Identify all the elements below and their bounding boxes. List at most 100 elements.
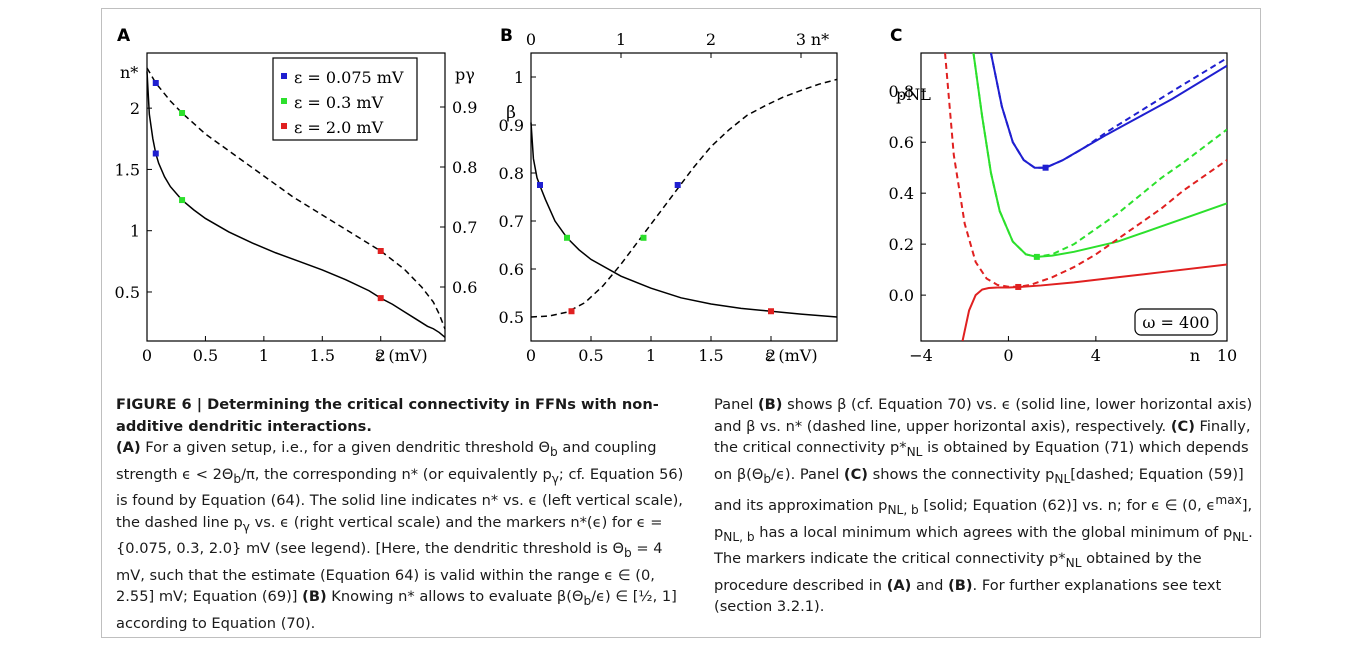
marker <box>179 197 186 204</box>
legend-marker <box>281 123 287 129</box>
marker <box>377 248 384 254</box>
x-top-axis-label: n* <box>811 30 829 49</box>
plot-area-c <box>920 52 1228 342</box>
figure-plots: A 0 0.5 1 1.5 2ε (mV)0.511.52n*0.60.70.80.9p… <box>115 26 1238 365</box>
caption-text: [solid; Equation (62)] vs. n; for ϵ ∈ (0… <box>918 497 1216 515</box>
x-tick-label: 0 <box>1003 346 1013 365</box>
caption-text: /ϵ) ∈ [½, 1] according to Equation (70). <box>116 588 677 632</box>
x-tick-label: 1.5 <box>310 346 335 365</box>
y-tick-label: 0.8 <box>889 82 914 101</box>
marker <box>152 150 159 157</box>
y-axis-label: pNL <box>896 85 931 104</box>
series-p-nl-dashed <box>989 53 1227 169</box>
caption-title: FIGURE 6 | Determining the critical conn… <box>116 396 659 435</box>
legend: ε = 0.075 mV ε = 0.3 mV ε = 2.0 mV <box>272 57 418 141</box>
marker <box>568 308 575 315</box>
caption-text: /π, the corresponding n* (or equivalentl… <box>241 465 552 483</box>
y-tick-label-left: 1 <box>130 222 140 241</box>
caption-superscript: max <box>1215 493 1242 508</box>
caption-text: obtained by the procedure described in <box>714 550 1202 594</box>
legend-entry: ε = 0.075 mV <box>294 68 404 87</box>
marker <box>564 234 570 241</box>
x-top-tick-label: 3 <box>796 30 806 49</box>
x-tick-label: 1 <box>646 346 656 365</box>
x-top-tick-label: 1 <box>616 30 626 49</box>
y-tick-label: 0.7 <box>499 212 524 231</box>
caption-text: Knowing n* allows to evaluate β(Θ <box>326 588 584 606</box>
marker <box>152 80 159 86</box>
panel-label-b: B <box>500 26 513 46</box>
series-group <box>944 53 1227 341</box>
caption-ref: (A) <box>886 576 912 594</box>
series-beta-vs-eps-solid <box>530 122 838 318</box>
y-tick-label-right: 0.7 <box>452 218 477 237</box>
caption-subscript: NL, b <box>723 529 755 544</box>
x-tick-label: 10 <box>1217 346 1237 365</box>
caption-subscript: NL <box>1232 529 1249 544</box>
caption-ref: (C) <box>1170 417 1195 435</box>
y-tick-label-left: 1.5 <box>115 160 140 179</box>
series-p-nl-b-solid <box>989 53 1227 169</box>
caption-subscript: b <box>583 594 592 609</box>
marker <box>1015 283 1022 290</box>
y-tick-label-right: 0.6 <box>452 278 477 297</box>
x-tick-label: 1.5 <box>698 346 723 365</box>
caption-subscript: b <box>624 546 632 561</box>
panel-b: B 0 0.5 1 1.5 2ε (mV)0 1 2 3 n*0.50.60.70.80.91β <box>499 26 838 365</box>
caption-text: . The markers indicate the critical conn… <box>714 523 1253 568</box>
y-tick-label: 0.6 <box>499 260 524 279</box>
x-tick-label: 1 <box>259 346 269 365</box>
marker <box>377 295 384 302</box>
series-p-nl-dashed <box>972 53 1227 258</box>
y-tick-label-left: 2 <box>130 99 140 118</box>
caption-text: ], p <box>714 497 1253 541</box>
caption-ref: (B) <box>948 576 973 594</box>
caption-subscript: NL <box>1065 555 1082 570</box>
y-tick-label-right: 0.9 <box>452 98 477 117</box>
y-axis-label-right: pγ <box>455 65 475 84</box>
caption-text: [dashed; Equation (59)] and its approxim… <box>714 465 1244 515</box>
caption-ref: (B) <box>302 588 327 606</box>
marker <box>768 308 774 315</box>
marker <box>640 234 647 241</box>
x-top-tick-label: 0 <box>526 30 536 49</box>
legend-box <box>272 57 418 141</box>
legend-marker <box>281 98 287 104</box>
panel-label-c: C <box>890 26 902 46</box>
x-tick-label: 4 <box>1091 346 1101 365</box>
y-tick-label-left: 0.5 <box>115 283 140 302</box>
x-axis-label: ε (mV) <box>765 346 818 365</box>
x-tick-label: −4 <box>909 346 933 365</box>
caption-text: shows β (cf. Equation 70) vs. ϵ (solid l… <box>714 396 1253 435</box>
y-axis-label-left: n* <box>120 63 138 82</box>
caption-text: vs. ϵ (right vertical scale) and the mar… <box>116 513 663 558</box>
y-tick-label-right: 0.8 <box>452 158 477 177</box>
x-axis-label: n <box>1190 346 1200 365</box>
series-n-star-solid <box>146 71 446 338</box>
plot-area-a <box>146 52 446 342</box>
legend-entry: ε = 0.3 mV <box>294 93 384 112</box>
caption-subscript: NL, b <box>887 502 919 517</box>
caption-text: . For further explanations see text (sec… <box>714 576 1222 616</box>
y-tick-label: 0.4 <box>889 184 914 203</box>
caption-text: /ϵ). Panel <box>771 465 844 483</box>
figure-frame <box>101 8 1261 638</box>
caption-subscript: NL <box>1054 471 1071 486</box>
y-tick-label: 0.2 <box>889 235 914 254</box>
x-tick-label: 0 <box>142 346 152 365</box>
panel-a: A 0 0.5 1 1.5 2ε (mV)0.511.52n*0.60.70.80.9p… <box>115 26 478 365</box>
caption-subscript: NL <box>906 445 923 460</box>
series-p-nl-dashed <box>944 53 1227 288</box>
y-tick-label: 0.9 <box>499 116 524 135</box>
marker <box>1033 253 1040 260</box>
caption-left: FIGURE 6 | Determining the critical conn… <box>116 394 684 632</box>
caption-text: = 4 mV, such that the estimate (Equation… <box>116 540 663 606</box>
x-axis-label: ε (mV) <box>375 346 428 365</box>
legend-entry: ε = 2.0 mV <box>294 118 384 137</box>
x-tick-label: 2 <box>766 346 776 365</box>
y-axis-label: β <box>506 103 516 123</box>
marker <box>674 182 681 188</box>
caption-text: Panel <box>714 396 759 413</box>
annotation-omega: ω = 400 <box>1142 313 1209 332</box>
